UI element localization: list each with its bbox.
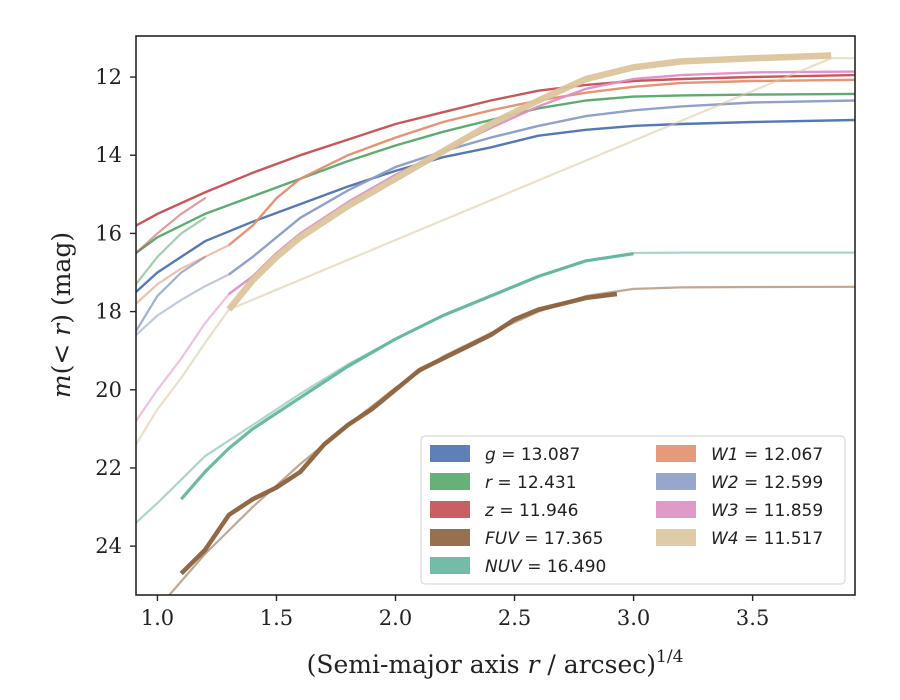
y-axis-label: m(< r) (mag) — [47, 232, 76, 398]
series-layer — [136, 52, 855, 595]
x-axis: 1.0 1.5 2.0 2.5 3.0 3.5 — [141, 595, 769, 630]
legend-frame — [420, 435, 846, 585]
series-line-z — [136, 73, 855, 227]
y-tick-label: 16 — [95, 221, 122, 245]
legend-swatch-r — [430, 473, 470, 490]
series-line-z-extrapolated — [136, 197, 207, 255]
legend-label-w4: W4 = 11.517 — [711, 529, 823, 549]
legend-label-nuv: NUV = 16.490 — [485, 557, 606, 577]
series-line-nuv — [179, 252, 634, 501]
x-axis-label: (Semi-major axis r / arcsec)1/4 — [307, 647, 684, 679]
legend-label-r: r = 12.431 — [485, 473, 577, 493]
series-line-w1 — [228, 78, 855, 247]
legend-swatch-w2 — [656, 473, 696, 490]
legend-swatch-g — [430, 445, 470, 462]
y-tick-label: 22 — [95, 456, 122, 480]
y-tick-label: 18 — [95, 300, 122, 324]
x-tick-label: 2.0 — [379, 606, 412, 630]
series-line-fuv — [179, 291, 618, 576]
series-line-w2 — [228, 99, 855, 276]
legend-swatch-fuv — [430, 529, 470, 546]
x-tick-label: 3.5 — [736, 606, 769, 630]
x-tick-label: 2.5 — [498, 606, 531, 630]
y-tick-label: 12 — [95, 65, 122, 89]
y-tick-label: 20 — [95, 378, 122, 402]
legend-swatch-w1 — [656, 445, 696, 462]
legend-swatch-w3 — [656, 501, 696, 518]
series-line-r — [136, 92, 855, 254]
plot-frame — [135, 35, 856, 596]
x-tick-label: 1.0 — [141, 606, 174, 630]
legend-label-w1: W1 = 12.067 — [711, 445, 823, 465]
series-line-w1-extrapolated — [136, 244, 230, 305]
legend-label-w3: W3 = 11.859 — [711, 501, 823, 521]
y-tick-label: 14 — [95, 143, 122, 167]
legend-swatch-z — [430, 501, 470, 518]
legend-swatch-nuv — [430, 557, 470, 574]
series-line-w2-extrapolated — [136, 273, 230, 337]
legend-label-fuv: FUV = 17.365 — [485, 529, 603, 549]
legend-label-g: g = 13.087 — [485, 445, 580, 465]
series-line-g-extrapolated — [136, 255, 207, 333]
x-tick-label: 1.5 — [260, 606, 293, 630]
y-tick-label: 24 — [95, 534, 122, 558]
legend: g = 13.087 r = 12.431 z = 11.946 FUV = 17.3… — [420, 435, 846, 585]
y-axis: 12 14 16 18 20 22 24 — [95, 65, 136, 558]
series-line-r-extrapolated — [136, 216, 207, 286]
series-line-w4 — [226, 52, 832, 312]
legend-swatch-w4 — [656, 529, 696, 546]
legend-label-z: z = 11.946 — [484, 501, 578, 521]
series-line-g — [136, 118, 855, 293]
x-tick-label: 3.0 — [617, 606, 650, 630]
series-line-w3-extrapolated — [136, 292, 230, 423]
legend-label-w2: W2 = 12.599 — [711, 473, 823, 493]
